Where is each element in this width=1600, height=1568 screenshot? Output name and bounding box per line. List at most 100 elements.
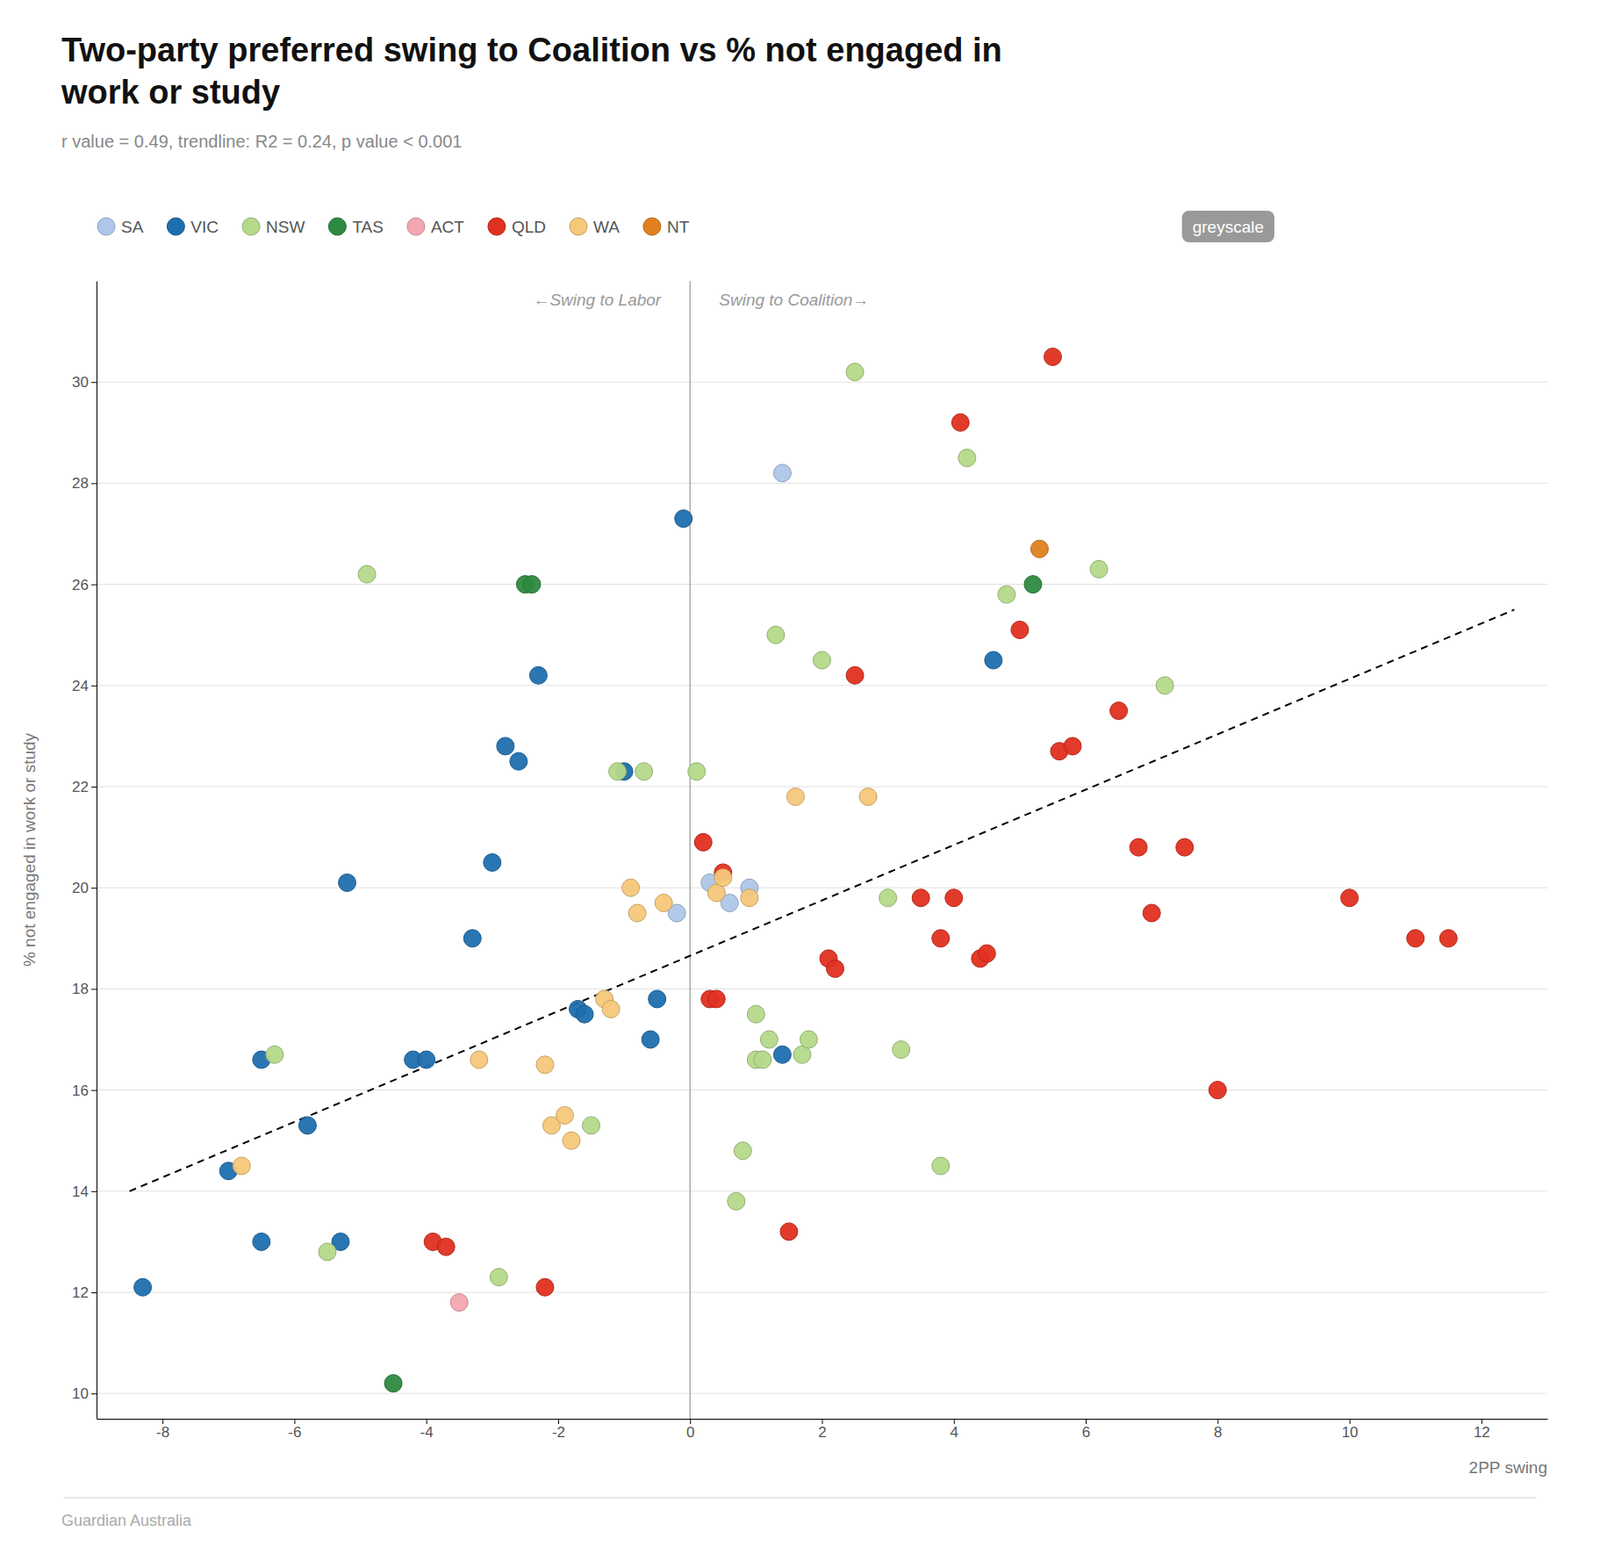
legend-swatch xyxy=(166,217,185,236)
series xyxy=(667,464,791,922)
point xyxy=(932,1156,950,1175)
grid-line xyxy=(96,684,1548,686)
reference-line xyxy=(688,280,691,1419)
tick: 4 xyxy=(950,1418,959,1441)
tick: 22 xyxy=(71,778,97,796)
point xyxy=(358,565,376,583)
tick-label: -8 xyxy=(156,1423,170,1441)
legend-label: QLD xyxy=(511,217,546,237)
tick: 20 xyxy=(71,879,97,897)
tick: -4 xyxy=(420,1418,434,1441)
point xyxy=(622,878,640,897)
point xyxy=(483,853,502,871)
point xyxy=(470,1050,488,1069)
tick-label: 22 xyxy=(71,778,89,796)
tick: 10 xyxy=(1341,1418,1359,1441)
point xyxy=(450,1293,468,1312)
point xyxy=(1208,1081,1227,1099)
tick-label: 4 xyxy=(950,1423,959,1441)
legend-swatch xyxy=(407,217,425,236)
point xyxy=(463,929,481,948)
button-box[interactable] xyxy=(1182,210,1275,243)
point xyxy=(733,1141,752,1160)
annotation: ←Swing to Labor xyxy=(532,290,661,309)
tick: -2 xyxy=(552,1418,566,1441)
tick-label: 10 xyxy=(1341,1423,1359,1441)
trendline xyxy=(129,609,1515,1191)
point xyxy=(1030,539,1048,558)
grid-line xyxy=(96,786,1548,788)
series xyxy=(1030,539,1048,558)
legend-item: QLD xyxy=(487,217,546,237)
point xyxy=(753,1050,772,1069)
tick-label: 12 xyxy=(71,1284,89,1301)
point xyxy=(780,1222,798,1241)
tick-mark xyxy=(91,584,97,586)
point xyxy=(694,832,712,851)
point xyxy=(384,1374,402,1392)
point xyxy=(536,1055,554,1074)
legend-item: NSW xyxy=(242,217,305,237)
tick-label: 30 xyxy=(71,373,89,391)
button-label[interactable]: greyscale xyxy=(1192,217,1264,237)
legend-swatch xyxy=(328,217,346,236)
tick: 30 xyxy=(71,373,97,391)
point xyxy=(318,1242,337,1261)
grid-line xyxy=(96,583,1548,585)
point xyxy=(846,363,864,381)
point xyxy=(951,413,969,431)
button[interactable]: greyscale xyxy=(1182,210,1275,243)
grid-line xyxy=(96,988,1548,990)
point xyxy=(582,1116,601,1134)
point xyxy=(674,509,693,528)
tick-mark xyxy=(91,1291,97,1293)
tick: -6 xyxy=(287,1418,302,1441)
tick: 8 xyxy=(1213,1418,1222,1441)
point xyxy=(727,1191,746,1210)
grid xyxy=(96,381,1548,1393)
legend-item: SA xyxy=(97,217,144,237)
legend-label: WA xyxy=(593,217,620,237)
point xyxy=(932,929,950,948)
point xyxy=(773,464,791,482)
point xyxy=(298,1116,316,1134)
point xyxy=(1439,929,1457,948)
point xyxy=(134,1277,152,1296)
tick: 24 xyxy=(71,677,97,695)
point xyxy=(417,1050,436,1069)
tick: 6 xyxy=(1082,1418,1091,1441)
tick-label: -6 xyxy=(287,1423,302,1441)
point xyxy=(252,1232,271,1250)
chart-svg: Two-party preferred swing to Coalition v… xyxy=(0,0,1600,1568)
tick: 16 xyxy=(71,1082,97,1099)
tick-label: 14 xyxy=(71,1183,89,1200)
legend-swatch xyxy=(569,217,588,236)
tick-label: 26 xyxy=(71,576,89,594)
point xyxy=(575,1004,594,1023)
point xyxy=(1063,737,1082,755)
point xyxy=(760,1030,778,1048)
point xyxy=(529,666,547,684)
point xyxy=(813,651,832,669)
point xyxy=(1090,559,1108,578)
point xyxy=(997,585,1016,603)
tick-mark xyxy=(91,685,97,687)
point xyxy=(773,1045,791,1063)
point xyxy=(654,893,673,912)
tick: 28 xyxy=(71,474,97,492)
point xyxy=(786,788,804,806)
y-axis-label: % not engaged in work or study xyxy=(20,731,39,967)
point xyxy=(859,788,877,806)
point xyxy=(232,1156,251,1175)
point xyxy=(1110,702,1128,720)
tick: 12 xyxy=(71,1284,97,1301)
point xyxy=(641,1030,660,1048)
tick: 26 xyxy=(71,576,97,594)
tick-mark xyxy=(91,786,97,788)
tick-mark xyxy=(91,1090,97,1091)
x-axis-label: 2PP swing xyxy=(1469,1457,1548,1477)
series xyxy=(423,347,1457,1296)
point xyxy=(714,868,732,887)
point xyxy=(635,762,653,781)
tick-mark xyxy=(91,887,97,889)
